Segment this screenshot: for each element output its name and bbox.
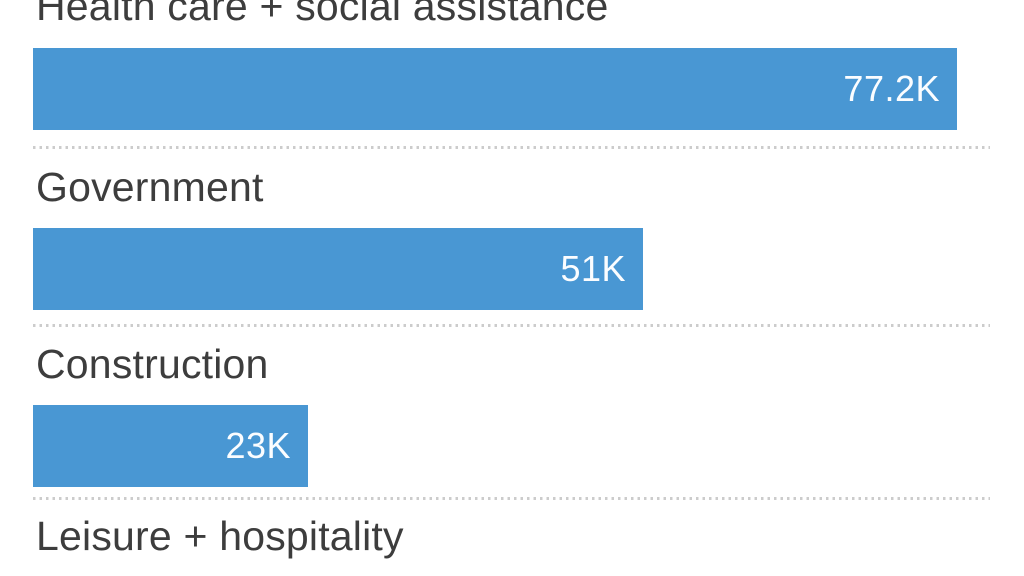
bar: 77.2K (33, 48, 957, 130)
bar-value-label: 51K (560, 248, 626, 289)
chart-row: Health care + social assistance 77.2K (33, 0, 990, 156)
bar-value-label: 23K (225, 425, 291, 466)
row-separator-dotted-line (33, 324, 990, 327)
row-separator-dotted-line (33, 497, 990, 500)
category-label: Construction (36, 341, 269, 387)
row-separator-dotted-line (33, 146, 990, 149)
bar-value-label: 77.2K (843, 68, 940, 109)
category-label: Health care + social assistance (36, 0, 609, 29)
chart-row: Construction 23K (33, 344, 990, 514)
bar: 23K (33, 405, 308, 487)
chart-row: Government 51K (33, 167, 990, 337)
category-label: Government (36, 164, 264, 210)
bar: 51K (33, 228, 643, 310)
chart-row: Leisure + hospitality (33, 516, 990, 576)
category-label: Leisure + hospitality (36, 513, 404, 559)
